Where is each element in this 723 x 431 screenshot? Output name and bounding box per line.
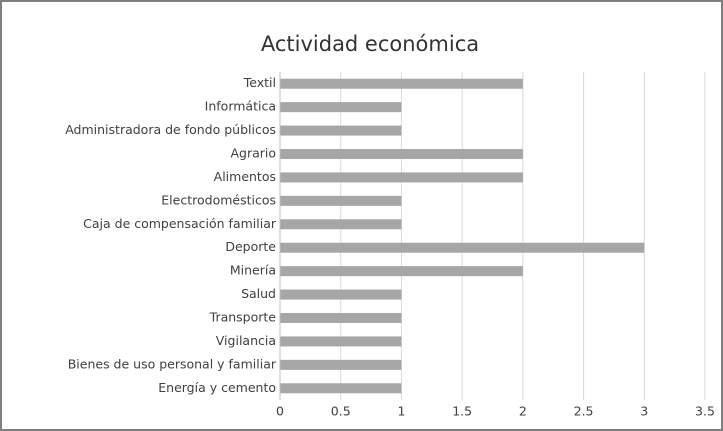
- y-tick-label: Minería: [230, 263, 276, 278]
- bar: [280, 78, 523, 89]
- y-tick-label: Deporte: [225, 239, 276, 254]
- bar: [280, 336, 402, 347]
- y-tick-label: Textil: [243, 75, 276, 90]
- bar: [280, 172, 523, 183]
- y-tick-label: Agrario: [230, 146, 276, 161]
- x-tick-label: 1: [397, 404, 405, 419]
- chart-title: Actividad económica: [261, 32, 479, 56]
- y-tick-label: Caja de compensación familiar: [83, 216, 277, 231]
- x-tick-label: 2.5: [574, 404, 594, 419]
- y-tick-label: Administradora de fondo públicos: [65, 122, 276, 137]
- bar: [280, 313, 402, 323]
- x-tick-label: 1.5: [452, 404, 472, 419]
- x-tick-label: 0.5: [331, 404, 351, 419]
- bar: [280, 242, 645, 253]
- y-tick-label: Informática: [205, 99, 276, 114]
- bar: [280, 266, 523, 277]
- x-tick-label: 2: [519, 404, 527, 419]
- bar: [280, 289, 402, 300]
- y-tick-label: Vigilancia: [216, 333, 276, 348]
- bar: [280, 383, 402, 394]
- x-tick-label: 3: [640, 404, 648, 419]
- y-tick-label: Transporte: [209, 310, 277, 325]
- x-tick-label: 3.5: [695, 404, 715, 419]
- bar: [280, 359, 402, 370]
- bar: [280, 195, 402, 206]
- bar: [280, 149, 523, 159]
- y-tick-label: Electrodomésticos: [161, 192, 276, 207]
- y-tick-label: Alimentos: [214, 169, 276, 184]
- bar: [280, 102, 402, 113]
- y-tick-label: Bienes de uso personal y familiar: [68, 356, 277, 371]
- x-tick-label: 0: [276, 404, 284, 419]
- bar: [280, 219, 402, 230]
- y-tick-label: Salud: [241, 286, 276, 301]
- y-tick-label: Energía y cemento: [158, 380, 276, 395]
- bar: [280, 125, 402, 136]
